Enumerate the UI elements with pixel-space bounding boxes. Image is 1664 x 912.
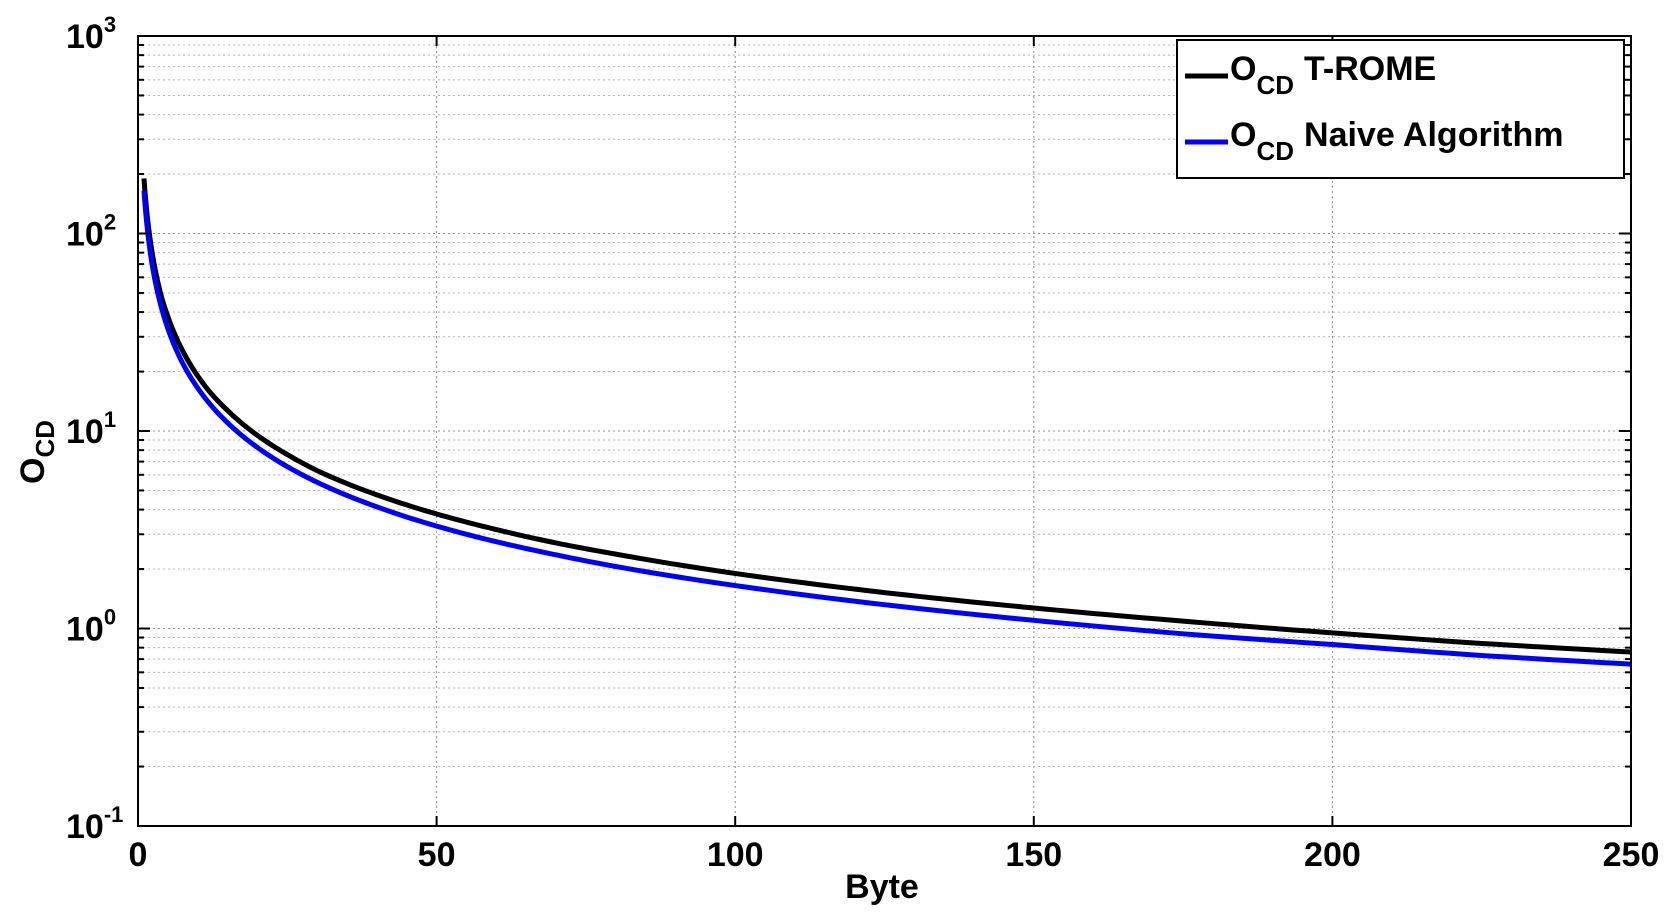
axis-ticks: [137, 36, 1632, 827]
series-layer: [141, 178, 1632, 667]
legend-label-trome: OCD T-ROME: [1230, 50, 1436, 100]
y-tick-label: 100: [66, 605, 116, 649]
legend-label-naive: OCD Naive Algorithm: [1230, 116, 1563, 166]
legend-box: [1176, 39, 1625, 179]
y-axis-label: OCD: [14, 420, 60, 484]
series-line-naive: [141, 190, 1632, 667]
x-tick-label: 0: [129, 836, 148, 874]
y-tick-labels: 10-1 100 101 102 103: [66, 12, 123, 846]
x-tick-label: 200: [1304, 836, 1361, 874]
y-tick-label: 101: [66, 407, 116, 451]
x-tick-labels: 0 50 100 150 200 250: [129, 836, 1660, 874]
y-tick-label: 10-1: [66, 802, 123, 846]
x-tick-label: 100: [707, 836, 764, 874]
x-tick-label: 250: [1603, 836, 1660, 874]
x-axis-label: Byte: [845, 868, 919, 906]
series-line-trome: [141, 178, 1632, 655]
x-tick-label: 150: [1005, 836, 1062, 874]
x-tick-label: 50: [418, 836, 456, 874]
y-tick-label: 103: [66, 12, 116, 56]
legend: OCD T-ROME OCD Naive Algorithm: [1176, 39, 1625, 179]
y-tick-label: 102: [66, 210, 116, 254]
